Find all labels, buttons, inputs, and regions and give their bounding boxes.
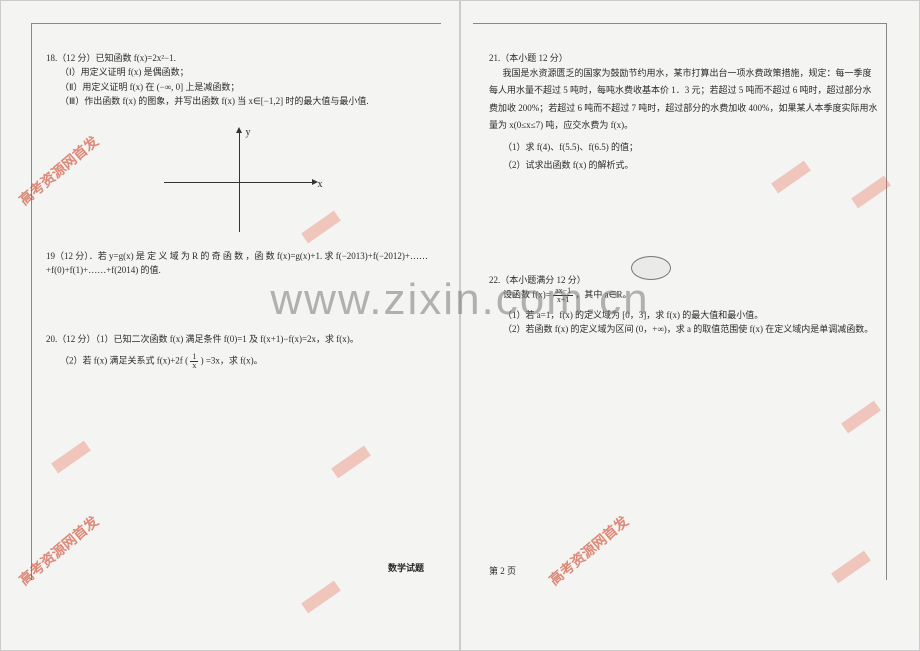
q22-head: 22.（本小题满分 12 分） — [489, 273, 879, 287]
q20-head: 20.（12 分）（1）已知二次函数 f(x) 满足条件 f(0)=1 及 f(… — [46, 332, 431, 346]
q18-part3: （Ⅲ）作出函数 f(x) 的图象，并写出函数 f(x) 当 x∈[−1,2] 时… — [46, 94, 431, 108]
question-22: 22.（本小题满分 12 分） 设函数 f(x)= ax−1 x+1 ，其中 a… — [489, 273, 879, 337]
pink-smudge-icon — [841, 401, 881, 434]
right-footer: 第 2 页 — [489, 564, 516, 578]
diag-stamp-icon: 高考资源网首发 — [15, 512, 104, 592]
q22-l1b: ，其中 a∈R。 — [575, 290, 631, 300]
q22-fraction: ax−1 x+1 — [553, 287, 573, 304]
coordinate-axes: x y — [154, 127, 324, 237]
pink-smudge-icon — [331, 446, 371, 479]
question-21: 21.（本小题 12 分） 我国是水资源匮乏的国家为鼓励节约用水，某市打算出台一… — [489, 51, 879, 173]
left-footer: 数学试题 — [388, 561, 424, 575]
q21-body: 我国是水资源匮乏的国家为鼓励节约用水，某市打算出台一项水费政策措施，规定：每一季… — [489, 65, 879, 133]
q21-sub2: （2）试求出函数 f(x) 的解析式。 — [489, 158, 879, 172]
q20-frac-den: x — [190, 362, 198, 370]
diag-stamp-icon: 高考资源网首发 — [15, 132, 104, 212]
right-page: 21.（本小题 12 分） 我国是水资源匮乏的国家为鼓励节约用水，某市打算出台一… — [460, 0, 920, 651]
question-19: 19（12 分）．若 y=g(x) 是 定 义 域 为 R 的 奇 函 数 ，函… — [46, 249, 431, 278]
page-spread: 18.（12 分）已知函数 f(x)=2x²−1. （Ⅰ）用定义证明 f(x) … — [0, 0, 920, 651]
q18-part2: （Ⅱ）用定义证明 f(x) 在 (−∞, 0] 上是减函数； — [46, 80, 431, 94]
y-axis-label: y — [246, 125, 251, 141]
q22-line1: 设函数 f(x)= ax−1 x+1 ，其中 a∈R。 — [489, 287, 879, 304]
q21-head: 21.（本小题 12 分） — [489, 51, 879, 65]
q18-head: 18.（12 分）已知函数 f(x)=2x²−1. — [46, 51, 431, 65]
q20-part2: （2）若 f(x) 满足关系式 f(x)+2f ( 1 x ) =3x，求 f(… — [46, 353, 431, 370]
q21-sub1: （1）求 f(4)、f(5.5)、f(6.5) 的值； — [489, 140, 879, 154]
left-page: 18.（12 分）已知函数 f(x)=2x²−1. （Ⅰ）用定义证明 f(x) … — [0, 0, 460, 651]
diag-stamp-icon: 高考资源网首发 — [545, 512, 634, 592]
question-20: 20.（12 分）（1）已知二次函数 f(x) 满足条件 f(0)=1 及 f(… — [46, 332, 431, 369]
q19-text: 19（12 分）．若 y=g(x) 是 定 义 域 为 R 的 奇 函 数 ，函… — [46, 249, 431, 278]
y-arrow-icon — [236, 127, 242, 133]
smudge-blob-icon — [631, 256, 671, 280]
pink-smudge-icon — [51, 441, 91, 474]
x-axis-label: x — [318, 177, 323, 193]
q20-fraction: 1 x — [190, 353, 198, 370]
q18-part1: （Ⅰ）用定义证明 f(x) 是偶函数； — [46, 65, 431, 79]
question-18: 18.（12 分）已知函数 f(x)=2x²−1. （Ⅰ）用定义证明 f(x) … — [46, 51, 431, 109]
pink-smudge-icon — [851, 176, 891, 209]
pink-smudge-icon — [831, 551, 871, 584]
y-axis — [239, 132, 240, 232]
q20-paren-close: ) — [201, 355, 204, 365]
q22-sub2: （2）若函数 f(x) 的定义域为区间 (0，+∞)，求 a 的取值范围使 f(… — [489, 322, 879, 336]
q20-p2b: =3x，求 f(x)。 — [206, 355, 263, 365]
pink-smudge-icon — [301, 581, 341, 614]
q22-frac-den: x+1 — [553, 296, 573, 304]
q20-p2a: （2）若 f(x) 满足关系式 f(x)+2f — [60, 355, 183, 365]
q20-paren: ( — [185, 355, 188, 365]
q22-l1a: 设函数 f(x)= — [503, 290, 551, 300]
q22-sub1: （1）若 a=1，f(x) 的定义域为 [0，3]，求 f(x) 的最大值和最小… — [489, 308, 879, 322]
